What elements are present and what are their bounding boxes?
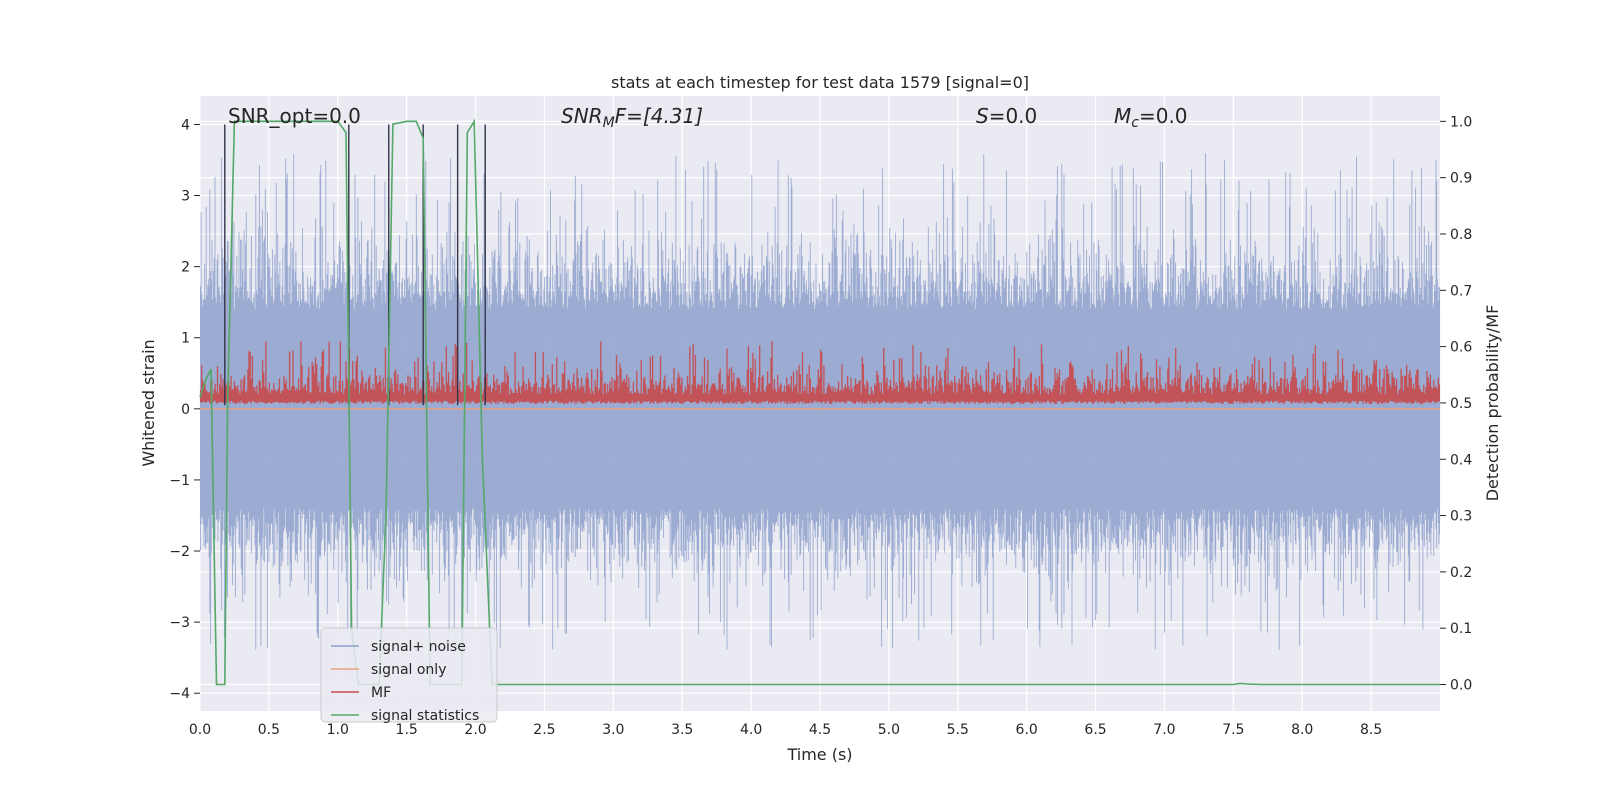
x-axis-label: Time (s): [786, 745, 852, 764]
y-tick-label: 1: [181, 331, 190, 347]
y2-axis-label: Detection probability/MF: [1483, 305, 1502, 502]
y-tick-label: −4: [169, 686, 190, 702]
y-ticks: 4 3 2 1 0 −1 −2 −3 −4: [169, 117, 200, 702]
x-tick-label: 2.0: [464, 722, 486, 738]
y2-tick-label: 0.3: [1450, 509, 1472, 525]
s-value: =0.0: [989, 104, 1038, 128]
y-tick-label: −2: [169, 544, 190, 560]
legend-box: [320, 627, 498, 723]
y-tick-label: 2: [181, 260, 190, 276]
x-tick-label: 7.5: [1222, 722, 1244, 738]
annotation-mc: Mc=0.0: [1114, 104, 1188, 131]
y2-ticks: 1.0 0.9 0.8 0.7 0.6 0.5 0.4 0.3 0.2 0.1 0.0: [1440, 114, 1472, 694]
x-ticks: 0.0 0.5 1.0 1.5 2.0 2.5 3.0 3.5 4.0 4.5 5.0 5.5 6.0 6…: [189, 722, 1382, 738]
x-tick-label: 3.0: [602, 722, 624, 738]
annotation-snr-opt: SNR_opt=0.0: [228, 104, 361, 128]
x-tick-label: 5.5: [947, 722, 969, 738]
mc-subscript: c: [1131, 115, 1139, 131]
x-tick-label: 3.5: [671, 722, 693, 738]
annotation-s: S=0.0: [976, 104, 1037, 128]
legend-label: signal only: [371, 662, 446, 678]
y2-tick-label: 0.8: [1450, 227, 1472, 243]
y2-tick-label: 0.6: [1450, 340, 1472, 356]
x-tick-label: 1.5: [396, 722, 418, 738]
x-tick-label: 8.0: [1291, 722, 1313, 738]
y-tick-label: 3: [181, 189, 190, 205]
signal-statistics-series: [199, 118, 1440, 686]
legend-label: signal+ noise: [371, 639, 466, 655]
y-tick-label: 4: [181, 117, 190, 133]
y2-tick-label: 0.0: [1450, 678, 1472, 694]
y-tick-label: −3: [169, 615, 190, 631]
y2-tick-label: 0.4: [1450, 452, 1472, 468]
snr-mf-suffix: F=[4.31]: [615, 104, 703, 128]
x-tick-label: 5.0: [878, 722, 900, 738]
y2-tick-label: 1.0: [1450, 114, 1472, 130]
y2-tick-label: 0.7: [1450, 283, 1472, 299]
snr-mf-subscript: M: [603, 115, 615, 131]
y2-tick-label: 0.5: [1450, 396, 1472, 412]
y-axis-label: Whitened strain: [139, 339, 158, 466]
s-label: S: [976, 104, 989, 128]
x-tick-label: 0.0: [189, 722, 211, 738]
y2-tick-label: 0.9: [1450, 171, 1472, 187]
mc-label: M: [1114, 104, 1131, 128]
signal-statistics-line: [199, 118, 1440, 686]
mc-value: =0.0: [1139, 104, 1188, 128]
y-tick-label: 0: [181, 402, 190, 418]
x-tick-label: 6.5: [1084, 722, 1106, 738]
x-tick-label: 4.5: [809, 722, 831, 738]
annotation-snr-mf: SNRMF=[4.31]: [561, 104, 703, 131]
vertical-markers: [224, 124, 486, 406]
x-tick-label: 8.5: [1360, 722, 1382, 738]
x-tick-label: 0.5: [258, 722, 280, 738]
legend-label: signal statistics: [371, 708, 479, 724]
legend-label: MF: [371, 685, 391, 701]
chart-title: stats at each timestep for test data 157…: [611, 73, 1029, 92]
y2-tick-label: 0.2: [1450, 565, 1472, 581]
x-tick-label: 7.0: [1153, 722, 1175, 738]
x-tick-label: 2.5: [533, 722, 555, 738]
x-tick-label: 4.0: [740, 722, 762, 738]
x-tick-label: 1.0: [327, 722, 349, 738]
legend: signal+ noise signal only MF signal statist…: [320, 627, 498, 724]
x-tick-label: 6.0: [1016, 722, 1038, 738]
y-tick-label: −1: [169, 473, 190, 489]
snr-mf-prefix: SNR: [561, 104, 603, 128]
y2-tick-label: 0.1: [1450, 621, 1472, 637]
